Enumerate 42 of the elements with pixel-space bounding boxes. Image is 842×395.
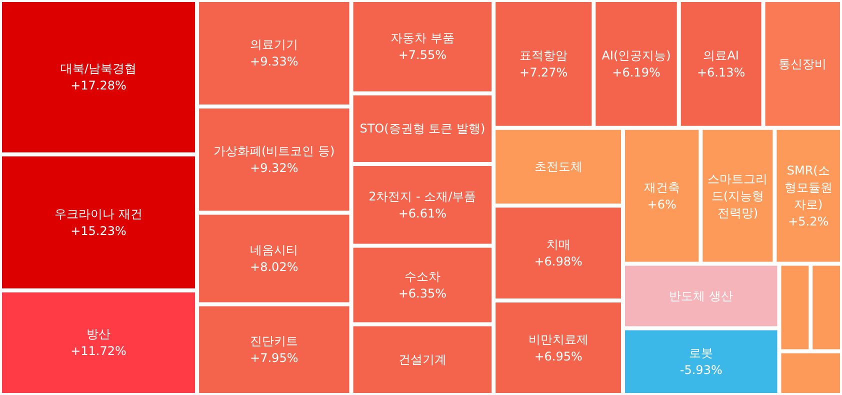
category-label: 대북/남북경협 — [60, 62, 137, 76]
category-label: AI(인공지능) — [602, 48, 671, 62]
category-label: 건설기계 — [398, 352, 446, 367]
category-label: 진단키트 — [250, 334, 298, 348]
category-label: 2차전지 - 소재/부품 — [368, 189, 476, 204]
data-label: +6.98% — [534, 254, 582, 269]
category-label: 재건축 — [644, 180, 680, 194]
data-label: +7.55% — [398, 48, 447, 62]
data-label: +17.28% — [70, 78, 126, 93]
data-label: +6% — [647, 197, 676, 212]
category-label: 스마트그리드(지능형전력망) — [708, 172, 768, 220]
category-label: 의료기기 — [250, 38, 298, 52]
category-label: 로봇 — [689, 346, 714, 360]
category-label: 초전도체 — [534, 160, 582, 174]
data-label: +7.95% — [250, 351, 298, 366]
data-label: +6.19% — [612, 65, 660, 80]
category-label: 우크라이나 재건 — [54, 206, 142, 221]
category-label: 네옴시티 — [250, 243, 298, 258]
data-label: +6.61% — [398, 206, 447, 220]
category-label: 통신장비 — [778, 56, 827, 71]
category-label: 표적항암 — [520, 48, 568, 62]
category-label: 비만치료제 — [528, 332, 588, 346]
category-label: SMR(소형모듈원자로) — [784, 163, 832, 212]
data-label: +6.13% — [696, 65, 746, 80]
category-label: 의료AI — [703, 48, 739, 62]
category-label: 치매 — [546, 238, 570, 252]
data-label: -5.93% — [680, 363, 722, 378]
category-label: 자동차 부품 — [390, 31, 454, 46]
category-label: 가상화폐(비트코인 등) — [214, 144, 335, 158]
data-label: +9.32% — [250, 161, 298, 176]
data-label: +9.33% — [250, 54, 298, 69]
data-label: +6.95% — [534, 349, 582, 364]
data-label: +15.23% — [70, 224, 126, 238]
category-label: STO(증권형 토큰 발행) — [360, 122, 486, 136]
data-label: +11.72% — [70, 344, 126, 358]
category-label: 반도체 생산 — [669, 288, 734, 303]
category-label: 수소차 — [404, 270, 440, 284]
data-label: +6.35% — [398, 286, 447, 301]
data-label: +8.02% — [250, 260, 298, 274]
data-label: +5.2% — [788, 214, 829, 228]
category-label: 방산 — [86, 327, 111, 342]
data-label: +7.27% — [520, 65, 568, 80]
